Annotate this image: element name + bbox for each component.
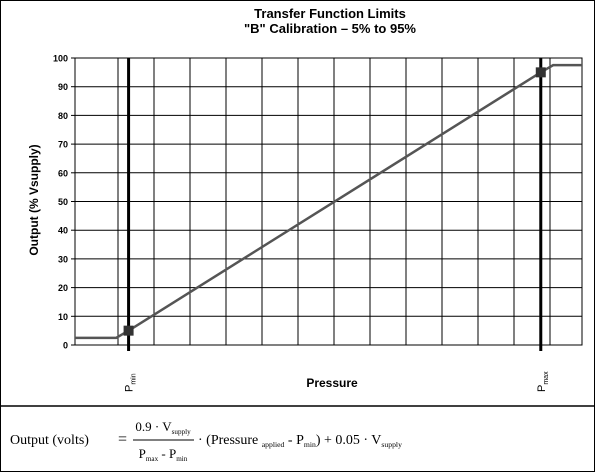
formula-numerator: 0.9 · Vsupply — [135, 419, 191, 436]
data-line — [75, 63, 582, 340]
x-tick-label: Pmin — [124, 373, 138, 392]
x-tick-label-sub: min — [131, 373, 138, 384]
formula-equals: = — [118, 431, 127, 448]
x-tick-label-main: P — [536, 385, 548, 392]
formula-rest-part: supply — [381, 440, 402, 449]
y-tick-label: 90 — [58, 82, 68, 92]
x-tick-label-sub: max — [543, 371, 550, 385]
formula-denominator-part: P — [139, 446, 146, 461]
y-tick-label: 20 — [58, 283, 68, 293]
formula-rest-part: - P — [284, 433, 304, 448]
y-tick-label: 40 — [58, 226, 68, 236]
formula-rest: · (Pressure applied - Pmin) + 0.05 · Vsu… — [198, 433, 402, 449]
point-marker — [535, 67, 546, 78]
chart-title: Transfer Function Limits — [254, 6, 406, 21]
formula-denominator-part: min — [176, 455, 188, 463]
formula-rest-part: ) + 0.05 · V — [316, 433, 382, 448]
formula-rest-part: applied — [262, 440, 285, 449]
y-tick-label: 70 — [58, 140, 68, 150]
formula-rest-part: · (Pressure — [198, 433, 262, 448]
y-tick-label: 100 — [53, 54, 68, 64]
formula-denominator-part: - P — [158, 446, 176, 461]
formula-denominator: Pmax - Pmin — [139, 446, 188, 463]
point-marker — [123, 325, 134, 336]
y-tick-label: 50 — [58, 197, 68, 207]
y-tick-label: 80 — [58, 111, 68, 121]
chart-subtitle: "B" Calibration – 5% to 95% — [244, 21, 416, 36]
x-axis-label: Pressure — [306, 376, 358, 390]
y-tick-label: 0 — [63, 341, 68, 351]
y-axis-label: Output (% Vsupply) — [27, 144, 41, 255]
formula-denominator-part: max — [146, 455, 159, 463]
x-tick-label: Pmax — [536, 371, 550, 392]
formula-numerator-part: supply — [172, 428, 191, 436]
y-tick-label: 10 — [58, 312, 68, 322]
y-tick-label: 30 — [58, 254, 68, 264]
formula-rest-part: min — [304, 440, 316, 449]
y-tick-label: 60 — [58, 168, 68, 178]
x-tick-label-main: P — [124, 385, 136, 392]
formula-lhs: Output (volts) — [10, 433, 89, 448]
formula-numerator-part: 0.9 · V — [135, 419, 172, 434]
